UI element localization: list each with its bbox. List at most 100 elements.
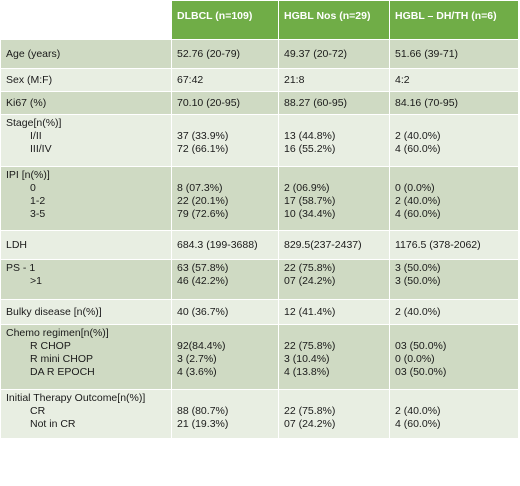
cell-value (284, 117, 384, 130)
cell-value: 22 (75.8%) (284, 340, 336, 352)
table-row: Stage[n(%)] I/II III/IV 37 (33.9%) 72 (66.1… (0, 114, 519, 167)
cell-value: 1176.5 (378-2062) (395, 238, 481, 251)
row-label: Stage[n(%)] (6, 117, 62, 129)
value-cell: 88 (80.7%) 21 (19.3%) (171, 389, 279, 439)
row-label-cell: IPI [n(%)] 0 1-2 3-5 (0, 166, 172, 231)
cell-value (395, 169, 513, 182)
cell-value: 70.10 (20-95) (177, 96, 241, 109)
header-hgbl-dhth: HGBL – DH/TH (n=6) (389, 0, 519, 40)
cell-value: 22 (75.8%) (284, 262, 336, 274)
data-table: DLBCL (n=109) HGBL Nos (n=29) HGBL – DH/… (0, 0, 519, 439)
row-label: Initial Therapy Outcome[n(%)] (6, 392, 146, 404)
value-cell: 4:2 (389, 68, 519, 92)
cell-value (395, 117, 513, 130)
cell-value: 8 (07.3%) (177, 182, 223, 194)
cell-value: 12 (41.4%) (284, 305, 336, 318)
row-label-cell: Initial Therapy Outcome[n(%)] CR Not in CR (0, 389, 172, 439)
cell-value (395, 327, 513, 340)
cell-value: 22 (75.8%) (284, 405, 336, 417)
value-cell: 3 (50.0%) 3 (50.0%) (389, 259, 519, 300)
row-label-cell: Ki67 (%) (0, 91, 172, 115)
cell-value: 52.76 (20-79) (177, 47, 241, 60)
cell-value: 13 (44.8%) (284, 130, 336, 142)
row-label: R CHOP (30, 340, 71, 352)
cell-value: 829.5(237-2437) (284, 238, 362, 251)
cell-value: 88 (80.7%) (177, 405, 229, 417)
row-label: III/IV (30, 143, 52, 155)
cell-value: 3 (50.0%) (395, 275, 441, 287)
cell-value: 0 (0.0%) (395, 353, 435, 365)
value-cell: 67:42 (171, 68, 279, 92)
cell-value: 63 (57.8%) (177, 262, 229, 274)
cell-value (177, 117, 273, 130)
header-row: DLBCL (n=109) HGBL Nos (n=29) HGBL – DH/… (0, 0, 519, 40)
header-blank (0, 0, 172, 40)
cell-value (284, 392, 384, 405)
value-cell: 52.76 (20-79) (171, 39, 279, 69)
cell-value: 22 (20.1%) (177, 195, 229, 207)
table-row: Ki67 (%) 70.10 (20-95) 88.27 (60-95) 84.16 … (0, 91, 519, 115)
cell-value: 72 (66.1%) (177, 143, 229, 155)
cell-value: 3 (50.0%) (395, 262, 441, 274)
row-label-cell: Stage[n(%)] I/II III/IV (0, 114, 172, 167)
value-cell: 2 (06.9%) 17 (58.7%) 10 (34.4%) (278, 166, 390, 231)
row-label: Not in CR (30, 418, 76, 430)
row-label: Sex (M:F) (6, 73, 53, 86)
cell-value: 2 (40.0%) (395, 305, 441, 318)
cell-value: 2 (40.0%) (395, 405, 441, 417)
cell-value: 17 (58.7%) (284, 195, 336, 207)
cell-value: 84.16 (70-95) (395, 96, 459, 109)
cell-value: 07 (24.2%) (284, 275, 336, 287)
table-row: IPI [n(%)] 0 1-2 3-5 8 (07.3%) 22 (20.1%) 79 … (0, 166, 519, 231)
header-hgbl-nos: HGBL Nos (n=29) (278, 0, 390, 40)
value-cell: 37 (33.9%) 72 (66.1%) (171, 114, 279, 167)
cell-value: 79 (72.6%) (177, 208, 229, 220)
row-label-cell: Bulky disease [n(%)] (0, 299, 172, 325)
row-label: >1 (30, 275, 42, 287)
value-cell: 03 (50.0%) 0 (0.0%) 03 (50.0%) (389, 324, 519, 390)
cell-value: 4 (3.6%) (177, 366, 217, 378)
value-cell: 22 (75.8%) 07 (24.2%) (278, 259, 390, 300)
cell-value: 03 (50.0%) (395, 366, 447, 378)
value-cell: 63 (57.8%) 46 (42.2%) (171, 259, 279, 300)
table-row: PS - 1 >1 63 (57.8%) 46 (42.2%) 22 (75.8%) 07… (0, 259, 519, 300)
row-label: Chemo regimen[n(%)] (6, 327, 109, 339)
value-cell: 2 (40.0%) 4 (60.0%) (389, 389, 519, 439)
cell-value: 684.3 (199-3688) (177, 238, 258, 251)
value-cell: 21:8 (278, 68, 390, 92)
cell-value: 0 (0.0%) (395, 182, 435, 194)
cell-value: 3 (10.4%) (284, 353, 330, 365)
cell-value: 2 (06.9%) (284, 182, 330, 194)
cell-value: 2 (40.0%) (395, 195, 441, 207)
value-cell: 22 (75.8%) 07 (24.2%) (278, 389, 390, 439)
cell-value: 51.66 (39-71) (395, 47, 459, 60)
row-label: 0 (30, 182, 36, 194)
row-label: I/II (30, 130, 42, 142)
table-row: Initial Therapy Outcome[n(%)] CR Not in CR… (0, 389, 519, 439)
value-cell: 40 (36.7%) (171, 299, 279, 325)
cell-value (395, 392, 513, 405)
value-cell: 70.10 (20-95) (171, 91, 279, 115)
row-label-cell: Age (years) (0, 39, 172, 69)
cell-value: 4 (60.0%) (395, 418, 441, 430)
cell-value (177, 169, 273, 182)
value-cell: 684.3 (199-3688) (171, 230, 279, 260)
cell-value: 49.37 (20-72) (284, 47, 348, 60)
cell-value: 4 (60.0%) (395, 208, 441, 220)
value-cell: 51.66 (39-71) (389, 39, 519, 69)
cell-value (284, 327, 384, 340)
value-cell: 0 (0.0%) 2 (40.0%) 4 (60.0%) (389, 166, 519, 231)
cell-value (177, 392, 273, 405)
row-label: Bulky disease [n(%)] (6, 305, 102, 318)
value-cell: 8 (07.3%) 22 (20.1%) 79 (72.6%) (171, 166, 279, 231)
cell-value: 4:2 (395, 73, 410, 86)
table-row: Sex (M:F) 67:42 21:8 4:2 (0, 68, 519, 92)
value-cell: 88.27 (60-95) (278, 91, 390, 115)
value-cell: 12 (41.4%) (278, 299, 390, 325)
table-row: Age (years) 52.76 (20-79) 49.37 (20-72) 51.… (0, 39, 519, 69)
table-body: Age (years) 52.76 (20-79) 49.37 (20-72) 51.… (0, 39, 519, 439)
cell-value: 07 (24.2%) (284, 418, 336, 430)
row-label-cell: LDH (0, 230, 172, 260)
row-label: 1-2 (30, 195, 46, 207)
cell-value: 2 (40.0%) (395, 130, 441, 142)
